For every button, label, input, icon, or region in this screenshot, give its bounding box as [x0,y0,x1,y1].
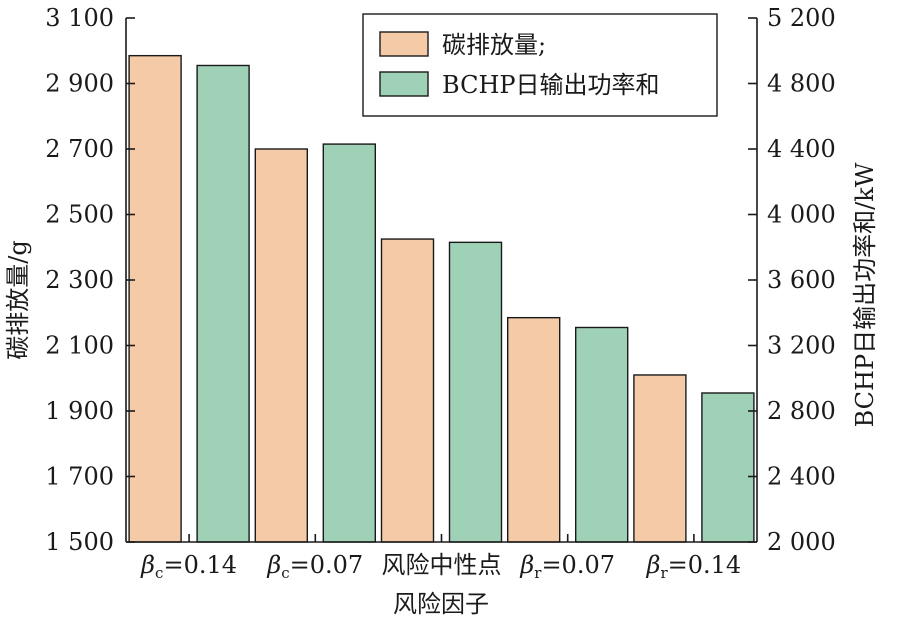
right-tick-label: 3 600 [767,266,836,294]
carbon-emission-bar [380,238,435,543]
bchp-power-bar [196,64,250,543]
left-y-axis: 1 500 1 700 1 900 2 100 2 300 2 500 2 700 2 900… [45,4,135,556]
bchp-power-bar [701,392,755,543]
left-axis-title: 碳排放量/g [4,240,32,359]
right-tick-label: 4 800 [767,70,836,98]
left-tick-label: 2 100 [45,332,114,360]
carbon-emission-bar [633,374,687,543]
left-tick-label: 3 100 [45,4,114,32]
right-tick-label: 2 000 [767,528,836,556]
x-axis-categories: βc=0.14 βc=0.07 风险中性点 βr=0.07 βr=0.14 [140,534,741,582]
x-category-label: 风险中性点 [382,551,502,579]
legend-label-bchp: BCHP日输出功率和 [442,71,660,99]
carbon-emission-bar [254,148,309,543]
right-tick-label: 4 400 [767,135,836,163]
legend-box [362,13,718,117]
left-tick-label: 2 500 [45,201,114,229]
right-y-axis: 2 000 2 400 2 800 3 200 3 600 4 000 4 400 4 800… [748,4,836,556]
x-axis-title: 风险因子 [393,590,489,618]
legend-swatch-carbon [379,31,429,57]
right-tick-label: 2 800 [767,397,836,425]
right-tick-label: 3 200 [767,332,836,360]
left-tick-label: 2 900 [45,70,114,98]
x-category-label: βr=0.14 [646,551,742,582]
carbon-emission-bar [128,54,182,543]
bchp-power-bar [322,143,376,543]
x-category-label: βr=0.07 [519,551,615,582]
carbon-emission-bar [507,316,561,543]
x-category-label: βc=0.07 [266,551,363,582]
bchp-power-bar [575,326,629,543]
legend-swatch-bchp [379,71,429,97]
x-category-label: βc=0.14 [140,551,237,582]
right-tick-label: 5 200 [767,4,836,32]
right-tick-label: 4 000 [767,201,836,229]
left-tick-label: 1 500 [45,528,114,556]
plot-area [128,54,755,543]
right-tick-label: 2 400 [767,463,836,491]
left-tick-label: 1 700 [45,463,114,491]
right-axis-title: BCHP日输出功率和/kW [851,162,879,427]
left-tick-label: 1 900 [45,397,114,425]
legend: 碳排放量; BCHP日输出功率和 [362,13,718,117]
left-tick-label: 2 700 [45,135,114,163]
legend-label-carbon: 碳排放量; [442,31,546,59]
left-tick-label: 2 300 [45,266,114,294]
bchp-power-bar [448,241,503,543]
